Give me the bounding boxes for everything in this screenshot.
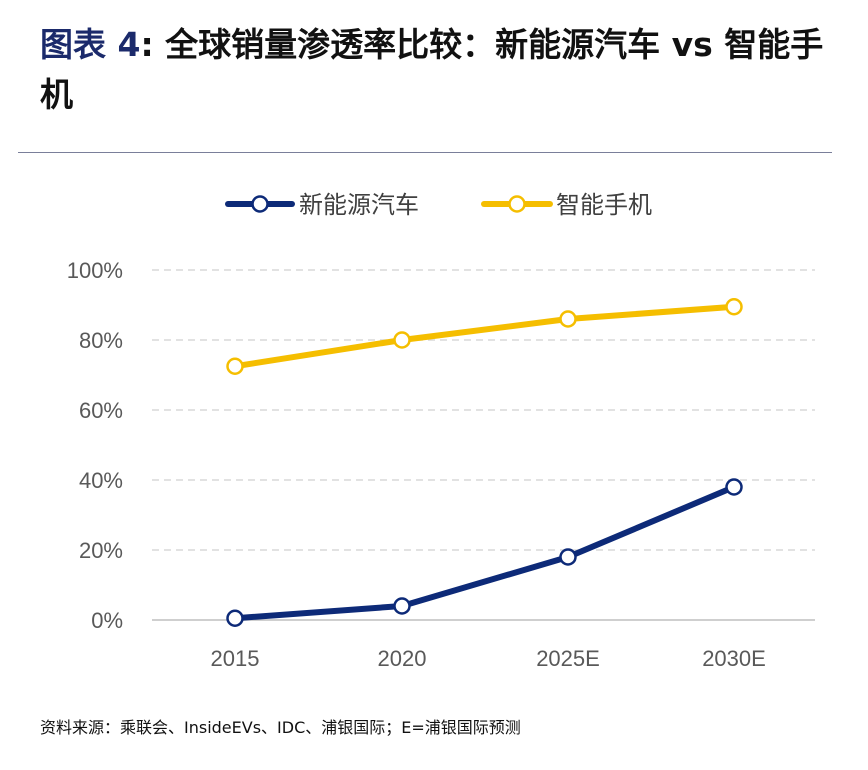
figure-label: 图表 4 [40, 25, 141, 64]
data-point [393, 331, 411, 349]
data-point [559, 310, 577, 328]
y-tick-label: 80% [79, 328, 123, 353]
legend-label: 新能源汽车 [299, 191, 419, 219]
legend-label: 智能手机 [556, 191, 652, 219]
line-chart: 0% 20% 40% 60% 80% 100% 2015 2020 2025E 2030E 新能源汽… [67, 191, 815, 671]
source-note: 资料来源：乘联会、InsideEVs、IDC、浦银国际；E=浦银国际预测 [40, 718, 521, 737]
x-tick-label: 2025E [536, 646, 600, 671]
series-line [232, 484, 737, 622]
chart-title: 图表 4: 全球销量渗透率比较：新能源汽车 vs 智能手机 [40, 20, 840, 120]
y-tick-label: 40% [79, 468, 123, 493]
y-tick-label: 0% [91, 608, 123, 633]
data-point [725, 478, 743, 496]
data-point [393, 597, 411, 615]
y-tick-label: 100% [67, 258, 123, 283]
data-point [725, 298, 743, 316]
legend-marker [251, 195, 269, 213]
x-tick-label: 2030E [702, 646, 766, 671]
data-point [226, 357, 244, 375]
y-tick-label: 60% [79, 398, 123, 423]
legend-marker [508, 195, 526, 213]
data-point [559, 548, 577, 566]
title-divider [18, 152, 832, 153]
title-text: : 全球销量渗透率比较：新能源汽车 vs 智能手机 [40, 25, 824, 114]
series-line [232, 303, 737, 370]
x-tick-label: 2015 [211, 646, 260, 671]
x-tick-label: 2020 [378, 646, 427, 671]
data-point [226, 609, 244, 627]
y-tick-label: 20% [79, 538, 123, 563]
